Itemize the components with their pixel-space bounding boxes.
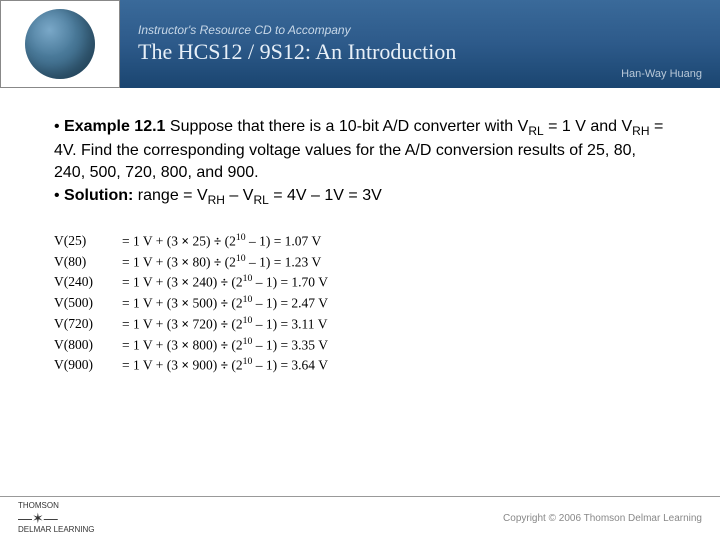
copyright-text: Copyright © 2006 Thomson Delmar Learning xyxy=(503,513,702,524)
calc-row: V(25)= 1 V + (3 × 25) ÷ (210 – 1) = 1.07… xyxy=(54,231,666,252)
calc-label: V(240) xyxy=(54,272,122,293)
header-author: Han-Way Huang xyxy=(621,68,702,80)
example-label: Example 12.1 xyxy=(64,118,165,135)
calc-expression: = 1 V + (3 × 80) ÷ (210 – 1) = 1.23 V xyxy=(122,252,321,273)
header-text-block: Instructor's Resource CD to Accompany Th… xyxy=(120,23,720,65)
calculation-table: V(25)= 1 V + (3 × 25) ÷ (210 – 1) = 1.07… xyxy=(54,231,666,376)
calc-expression: = 1 V + (3 × 25) ÷ (210 – 1) = 1.07 V xyxy=(122,231,321,252)
calc-expression: = 1 V + (3 × 720) ÷ (210 – 1) = 3.11 V xyxy=(122,314,327,335)
calc-expression: = 1 V + (3 × 240) ÷ (210 – 1) = 1.70 V xyxy=(122,272,328,293)
calc-expression: = 1 V + (3 × 800) ÷ (210 – 1) = 3.35 V xyxy=(122,335,328,356)
calc-label: V(720) xyxy=(54,314,122,335)
slide-header: Instructor's Resource CD to Accompany Th… xyxy=(0,0,720,88)
calc-row: V(80)= 1 V + (3 × 80) ÷ (210 – 1) = 1.23… xyxy=(54,252,666,273)
logo-box xyxy=(0,0,120,88)
calc-label: V(800) xyxy=(54,335,122,356)
slide-footer: THOMSON —✶— DELMAR LEARNING Copyright © … xyxy=(0,496,720,540)
calc-label: V(80) xyxy=(54,252,122,273)
calc-row: V(240)= 1 V + (3 × 240) ÷ (210 – 1) = 1.… xyxy=(54,272,666,293)
calc-label: V(900) xyxy=(54,355,122,376)
calc-label: V(25) xyxy=(54,231,122,252)
publisher-logo: THOMSON —✶— DELMAR LEARNING xyxy=(18,502,94,535)
problem-statement: • Example 12.1 Suppose that there is a 1… xyxy=(54,116,666,209)
star-divider-icon: —✶— xyxy=(18,511,94,526)
globe-icon xyxy=(25,9,95,79)
header-title: The HCS12 / 9S12: An Introduction xyxy=(138,39,720,65)
calc-row: V(800)= 1 V + (3 × 800) ÷ (210 – 1) = 3.… xyxy=(54,335,666,356)
slide-content: • Example 12.1 Suppose that there is a 1… xyxy=(0,88,720,376)
calc-row: V(900)= 1 V + (3 × 900) ÷ (210 – 1) = 3.… xyxy=(54,355,666,376)
calc-expression: = 1 V + (3 × 500) ÷ (210 – 1) = 2.47 V xyxy=(122,293,328,314)
solution-label: Solution: xyxy=(64,187,133,204)
header-subtitle: Instructor's Resource CD to Accompany xyxy=(138,23,720,37)
calc-expression: = 1 V + (3 × 900) ÷ (210 – 1) = 3.64 V xyxy=(122,355,328,376)
calc-row: V(500)= 1 V + (3 × 500) ÷ (210 – 1) = 2.… xyxy=(54,293,666,314)
calc-label: V(500) xyxy=(54,293,122,314)
calc-row: V(720)= 1 V + (3 × 720) ÷ (210 – 1) = 3.… xyxy=(54,314,666,335)
